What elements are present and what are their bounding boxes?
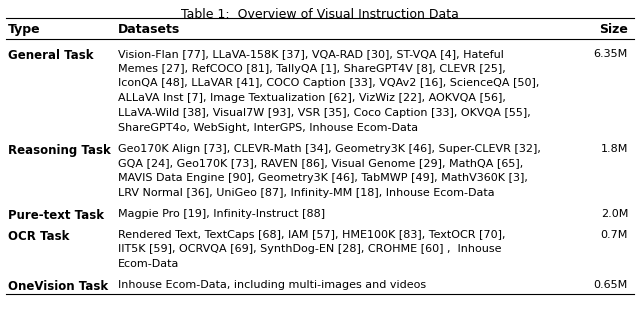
Text: OneVision Task: OneVision Task [8, 280, 108, 293]
Text: Table 1:  Overview of Visual Instruction Data: Table 1: Overview of Visual Instruction … [181, 8, 459, 21]
Text: Type: Type [8, 23, 40, 36]
Text: LRV Normal [36], UniGeo [87], Infinity-MM [18], Inhouse Ecom-Data: LRV Normal [36], UniGeo [87], Infinity-M… [118, 188, 495, 198]
Text: LLaVA-Wild [38], Visual7W [93], VSR [35], Coco Caption [33], OKVQA [55],: LLaVA-Wild [38], Visual7W [93], VSR [35]… [118, 108, 531, 118]
Text: 2.0M: 2.0M [600, 209, 628, 219]
Text: 6.35M: 6.35M [594, 49, 628, 59]
Text: GQA [24], Geo170K [73], RAVEN [86], Visual Genome [29], MathQA [65],: GQA [24], Geo170K [73], RAVEN [86], Visu… [118, 158, 524, 169]
Text: Pure-text Task: Pure-text Task [8, 209, 104, 222]
Text: Geo170K Align [73], CLEVR-Math [34], Geometry3K [46], Super-CLEVR [32],: Geo170K Align [73], CLEVR-Math [34], Geo… [118, 144, 541, 154]
Text: Reasoning Task: Reasoning Task [8, 144, 111, 157]
Text: Inhouse Ecom-Data, including multi-images and videos: Inhouse Ecom-Data, including multi-image… [118, 280, 426, 290]
Text: IIT5K [59], OCRVQA [69], SynthDog-EN [28], CROHME [60] ,  Inhouse: IIT5K [59], OCRVQA [69], SynthDog-EN [28… [118, 244, 502, 255]
Text: Size: Size [599, 23, 628, 36]
Text: General Task: General Task [8, 49, 93, 62]
Text: 1.8M: 1.8M [600, 144, 628, 154]
Text: Ecom-Data: Ecom-Data [118, 259, 179, 269]
Text: Vision-Flan [77], LLaVA-158K [37], VQA-RAD [30], ST-VQA [4], Hateful: Vision-Flan [77], LLaVA-158K [37], VQA-R… [118, 49, 504, 59]
Text: Rendered Text, TextCaps [68], IAM [57], HME100K [83], TextOCR [70],: Rendered Text, TextCaps [68], IAM [57], … [118, 230, 506, 240]
Text: Magpie Pro [19], Infinity-Instruct [88]: Magpie Pro [19], Infinity-Instruct [88] [118, 209, 325, 219]
Text: ShareGPT4o, WebSight, InterGPS, Inhouse Ecom-Data: ShareGPT4o, WebSight, InterGPS, Inhouse … [118, 123, 418, 133]
Text: ALLaVA Inst [7], Image Textualization [62], VizWiz [22], AOKVQA [56],: ALLaVA Inst [7], Image Textualization [6… [118, 93, 506, 103]
Text: IconQA [48], LLaVAR [41], COCO Caption [33], VQAv2 [16], ScienceQA [50],: IconQA [48], LLaVAR [41], COCO Caption [… [118, 78, 540, 89]
Text: MAVIS Data Engine [90], Geometry3K [46], TabMWP [49], MathV360K [3],: MAVIS Data Engine [90], Geometry3K [46],… [118, 173, 528, 183]
Text: 0.65M: 0.65M [594, 280, 628, 290]
Text: Memes [27], RefCOCO [81], TallyQA [1], ShareGPT4V [8], CLEVR [25],: Memes [27], RefCOCO [81], TallyQA [1], S… [118, 64, 506, 74]
Text: Datasets: Datasets [118, 23, 180, 36]
Text: 0.7M: 0.7M [600, 230, 628, 240]
Text: OCR Task: OCR Task [8, 230, 69, 243]
